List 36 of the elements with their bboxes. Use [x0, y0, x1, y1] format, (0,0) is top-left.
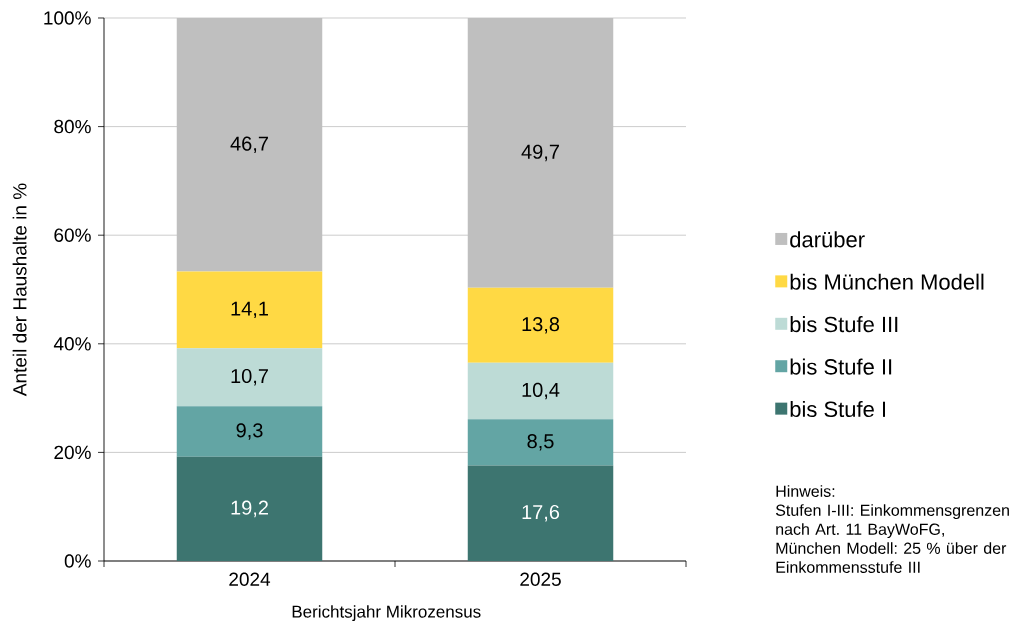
legend-label: bis München Modell — [790, 273, 984, 290]
bar — [176, 406, 323, 457]
bar — [176, 456, 323, 561]
text: Stufen I-III: Einkommensgrenzen nach Art. 11 BayWoFG, — [775, 504, 1009, 539]
y-tick-label: 100% — [44, 11, 91, 25]
bar — [467, 362, 614, 420]
legend-label: darüber — [790, 231, 865, 248]
y-axis-title: Anteil der Haushalte in % — [12, 183, 27, 397]
text: München Modell: 25 % über der Einkommensstufe III — [776, 542, 1007, 573]
data-label: 19,2 — [231, 500, 268, 518]
data-label: 10,7 — [231, 368, 268, 386]
data-label: 49,7 — [521, 144, 559, 162]
bar — [467, 287, 614, 363]
x-tick-label: 2024 — [229, 572, 271, 586]
data-label: 9,3 — [236, 423, 263, 440]
bar — [176, 348, 323, 407]
bar — [467, 465, 614, 561]
bar — [467, 419, 614, 466]
data-label: 46,7 — [230, 136, 268, 154]
data-label: 10,4 — [522, 382, 560, 400]
y-tick-label: 80% — [54, 119, 91, 134]
y-tick-label: 60% — [54, 228, 91, 242]
bar — [176, 271, 323, 349]
legend-label: bis Stufe III — [790, 316, 898, 333]
y-tick-label: 40% — [53, 337, 91, 351]
y-tick-label: 20% — [54, 445, 91, 460]
text: Hinweis: — [776, 485, 835, 497]
data-label: 8,5 — [527, 434, 554, 451]
data-label: 13,8 — [522, 317, 560, 334]
x-axis-title: Berichtsjahr Mikrozensus — [292, 605, 481, 622]
legend-label: bis Stufe I — [790, 400, 886, 418]
y-tick-label: 0% — [64, 554, 91, 568]
data-label: 14,1 — [231, 301, 268, 319]
data-label: 17,6 — [522, 504, 560, 522]
x-tick-label: 2025 — [520, 572, 561, 586]
legend-label: bis Stufe II — [790, 358, 892, 375]
